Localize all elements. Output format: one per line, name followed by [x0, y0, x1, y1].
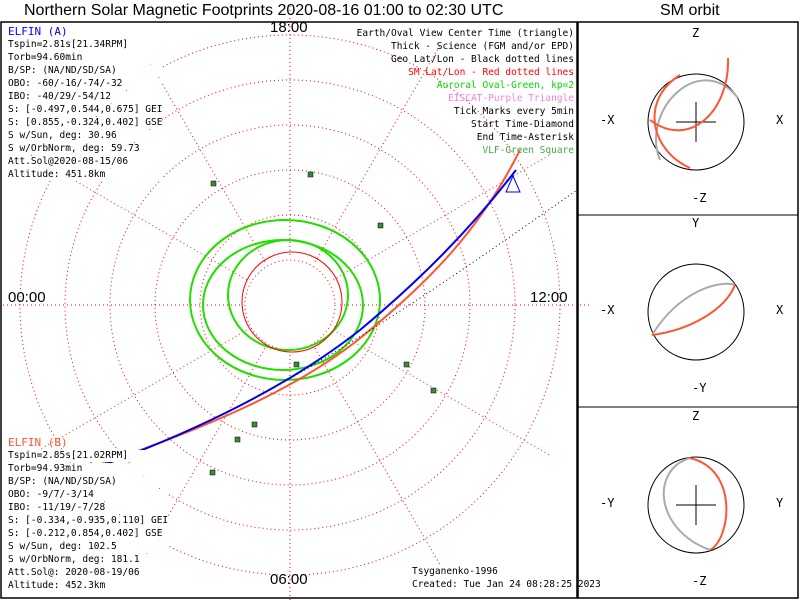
info-line: S w/Sun, deg: 30.96 [8, 130, 163, 142]
info-line: Tspin=2.81s[21.34RPM] [8, 39, 163, 51]
created-timestamp: Created: Tue Jan 24 08:28:25 2023 [412, 579, 601, 590]
axis-label-top: Y [692, 216, 700, 230]
oval-inner [227, 239, 349, 351]
sm-longitude-line [29, 329, 247, 456]
oval-mid [202, 239, 364, 371]
elfin-a-name: ELFIN (A) [8, 25, 68, 38]
info-line: Tspin=2.85s[21.02RPM] [8, 450, 169, 462]
auroral-oval [189, 219, 381, 381]
legend-entry: End Time-Asterisk [476, 132, 574, 143]
sm-longitude-line [333, 329, 551, 456]
legend-entry: EISCAT-Purple Triangle [448, 93, 574, 104]
info-line: S w/Sun, deg: 102.5 [8, 541, 169, 553]
axis-label-top: Z [692, 26, 700, 40]
map-frame [0, 21, 578, 599]
mlt-label-top: 18:00 [270, 19, 308, 36]
info-line: S: [-0.497,0.544,0.675] GEI [8, 104, 163, 116]
view-center-triangle-a [505, 174, 521, 193]
sm-longitude-line [314, 44, 441, 262]
orbit-frame [577, 21, 799, 599]
axis-label-left: -X [600, 303, 615, 317]
info-line: IBO: -11/19/-7/28 [8, 502, 169, 514]
model-credit: Tsyganenko-1996 [412, 566, 498, 577]
legend-entry: Start Time-Diamond [471, 119, 574, 130]
info-line: Altitude: 452.3km [8, 580, 169, 592]
info-line: Altitude: 451.8km [8, 169, 163, 181]
legend-entry: VLF-Green Square [482, 145, 574, 156]
mlt-label-right: 12:00 [530, 289, 568, 306]
legend-entry: Earth/Oval View Center Time (triangle) [356, 28, 574, 39]
mlt-label-left: 00:00 [8, 289, 46, 306]
axis-label-bottom: -Z [692, 191, 707, 205]
legend-entry: SM Lat/Lon - Red dotted lines [408, 67, 574, 78]
axis-label-left: -X [600, 113, 615, 127]
legend: Earth/Oval View Center Time (triangle) Th… [357, 28, 574, 158]
sm-latitude-circle [64, 79, 516, 531]
chart-title: Northern Solar Magnetic Footprints 2020-… [24, 2, 504, 19]
info-line: S w/OrbNorm, deg: 181.1 [8, 554, 169, 566]
legend-entry: Auroral Oval-Green, kp=2 [436, 80, 574, 91]
info-line: Att.Sol@: 2020-08-19/06 [8, 567, 169, 579]
axis-label-right: X [776, 113, 784, 127]
orbit-panel-3 [647, 456, 745, 554]
info-line: OBO: -60/-16/-74/-32 [8, 78, 163, 90]
sm-latitude-circle [109, 124, 471, 486]
info-line: S: [-0.334,-0.935,0.110] GEI [8, 515, 169, 527]
info-line: S: [0.855,-0.324,0.402] GSE [8, 117, 163, 129]
track-elfin-a [94, 169, 517, 469]
info-line: Torb=94.93min [8, 463, 169, 475]
axis-label-bottom: -Y [692, 381, 707, 395]
sm-longitude-line [314, 348, 441, 566]
oval-outer [189, 219, 381, 381]
elfin-b-info: ELFIN (B) Tspin=2.85s[21.02RPM] Torb=94.9… [8, 436, 169, 592]
info-line: Att.Sol@2020-08-15/06 [8, 156, 163, 168]
axis-label-left: -Y [600, 496, 615, 510]
elfin-a-info: ELFIN (A) Tspin=2.81s[21.34RPM] Torb=94.6… [8, 25, 163, 181]
mlt-label-bottom: 06:00 [270, 571, 308, 588]
info-line: B/SP: (NA/ND/SD/SA) [8, 476, 169, 488]
info-line: B/SP: (NA/ND/SD/SA) [8, 65, 163, 77]
elfin-b-name: ELFIN (B) [8, 436, 68, 449]
orbit-panel-1 [647, 57, 745, 171]
vlf-squares [209, 171, 437, 476]
orbit-title: SM orbit [660, 2, 720, 19]
info-line: OBO: -9/7/-3/14 [8, 489, 169, 501]
sm-longitude-line [333, 154, 551, 281]
track-elfin-b [89, 149, 521, 469]
axis-label-right: X [776, 303, 784, 317]
legend-entry: Thick - Science (FGM and/or EPD) [390, 41, 574, 52]
info-line: Torb=94.60min [8, 52, 163, 64]
info-line: IBO: -40/29/-54/12 [8, 91, 163, 103]
legend-entry: Tick Marks every 5min [453, 106, 574, 117]
axis-label-top: Z [692, 409, 700, 423]
info-line: S w/OrbNorm, deg: 59.73 [8, 143, 163, 155]
info-line: S: [-0.212,0.854,0.402] GSE [8, 528, 169, 540]
legend-entry: Geo Lat/Lon - Black dotted lines [390, 54, 574, 65]
axis-label-right: Y [776, 496, 784, 510]
axis-label-bottom: -Z [692, 574, 707, 588]
orbit-panel-2 [647, 263, 745, 361]
sm-latitude-circle [244, 259, 336, 351]
sm-pole-circle [241, 251, 343, 353]
